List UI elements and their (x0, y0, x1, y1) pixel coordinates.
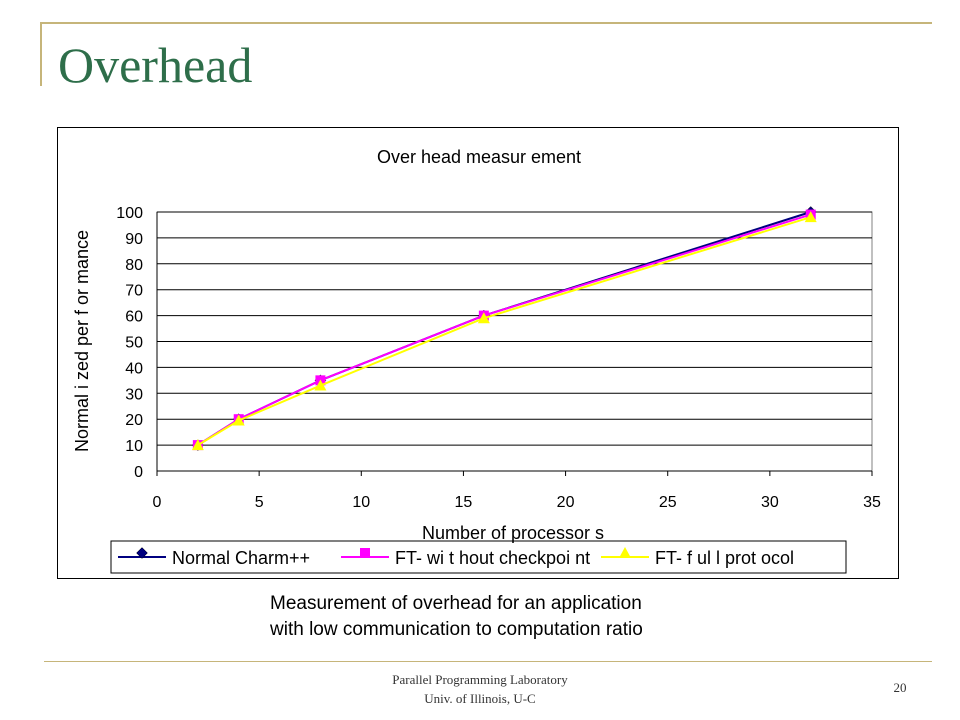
x-tick-label: 35 (863, 494, 881, 511)
legend-box (110, 540, 847, 574)
y-tick-label: 80 (125, 257, 143, 274)
caption-line-2: with low communication to computation ra… (270, 619, 643, 640)
series-3-point (191, 439, 204, 451)
footer-rule (44, 661, 932, 662)
y-tick-label: 70 (125, 283, 143, 300)
y-tick-label: 30 (125, 386, 143, 403)
slide-title: Overhead (58, 37, 253, 93)
caption-line-1: Measurement of overhead for an applicati… (270, 593, 642, 614)
overhead-chart: 0 10 20 30 40 50 60 70 80 90 100 0 5 10 15 20 25 30 35 Nor… (72, 147, 881, 574)
y-tick-label: 50 (125, 335, 143, 352)
chart-title: Over head measur ement (377, 147, 581, 167)
y-tick-label: 0 (134, 464, 143, 481)
chart-caption: Measurement of overhead for an applicati… (270, 591, 830, 643)
series-3-point (804, 211, 817, 223)
x-tick-label: 0 (153, 494, 162, 511)
y-tick-label: 90 (125, 231, 143, 248)
legend-swatch-marker (360, 548, 370, 558)
legend-label: FT- wi t hout checkpoi nt (395, 548, 590, 568)
footer-university: Univ. of Illinois, U-C (424, 691, 536, 706)
y-tick-label: 20 (125, 412, 143, 429)
y-axis-title: Normal i zed per f or mance (72, 230, 92, 452)
series-3-point (314, 379, 327, 391)
x-tick-label: 15 (455, 494, 473, 511)
chart-frame: 0 10 20 30 40 50 60 70 80 90 100 0 5 10 15 20 25 30 35 Nor… (57, 127, 899, 579)
series-3-point (477, 312, 490, 324)
legend-label: Normal Charm++ (172, 548, 310, 568)
y-tick-label: 60 (125, 309, 143, 326)
slide-left-rule (40, 22, 42, 86)
slide-top-rule (40, 22, 932, 24)
legend-label: FT- f ul l prot ocol (655, 548, 794, 568)
y-tick-label: 100 (116, 205, 143, 222)
legend-swatch-marker (619, 547, 631, 558)
page-number: 20 (893, 680, 907, 695)
x-tick-label: 10 (352, 494, 370, 511)
x-tick-label: 30 (761, 494, 779, 511)
y-tick-label: 40 (125, 360, 143, 377)
y-tick-label: 10 (125, 438, 143, 455)
x-tick-label: 20 (557, 494, 575, 511)
x-axis-title: Number of processor s (422, 523, 604, 543)
footer-text: Parallel Programming Laboratory Univ. of… (330, 670, 630, 708)
series-3-point (232, 414, 245, 426)
footer-lab-name: Parallel Programming Laboratory (392, 672, 568, 687)
x-tick-label: 5 (255, 494, 264, 511)
legend-swatch-marker (136, 547, 148, 559)
x-tick-label: 25 (659, 494, 677, 511)
